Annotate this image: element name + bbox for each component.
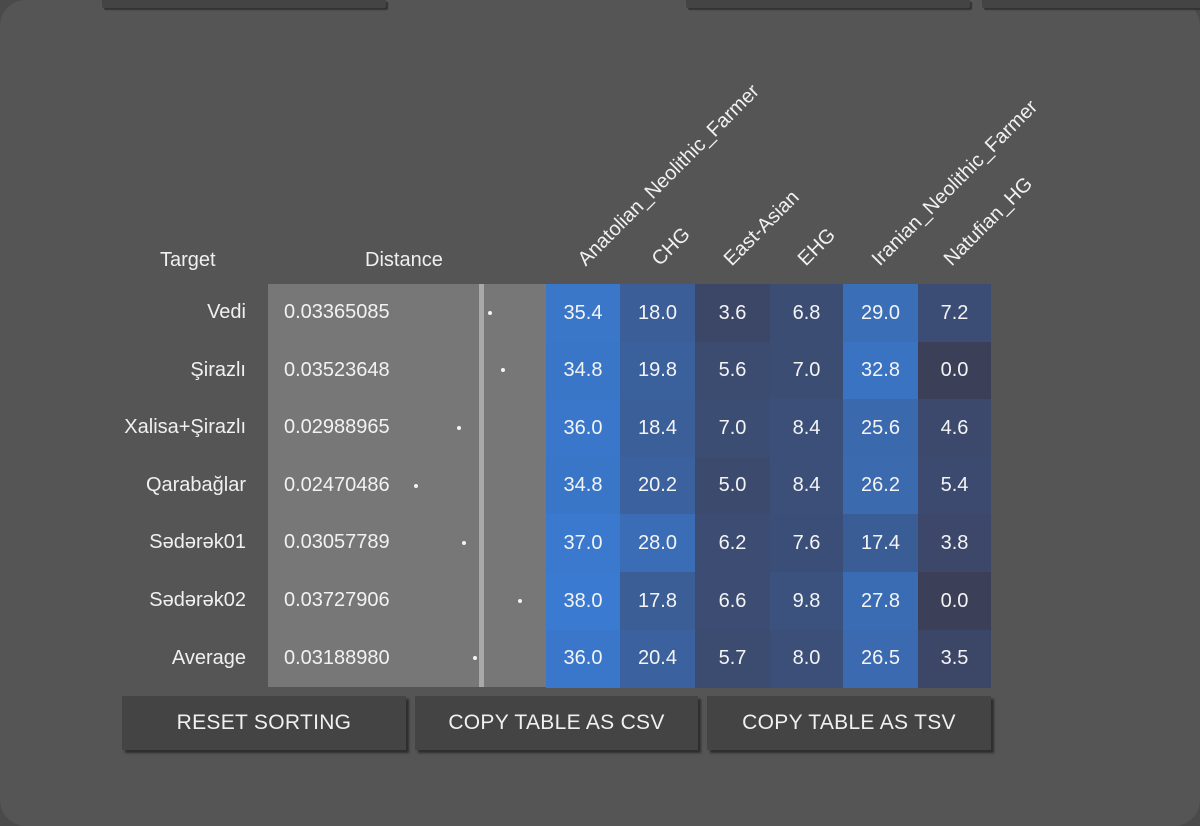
heatmap-cell: 7.6 — [770, 514, 843, 573]
top-button-middle[interactable] — [686, 0, 970, 8]
heatmap-cell: 29.0 — [843, 284, 918, 343]
row-target-label: Average — [171, 646, 246, 669]
row-distance-value: 0.03057789 — [284, 531, 390, 554]
row-distance-value: 0.02470486 — [284, 473, 390, 496]
heatmap-cell: 8.0 — [770, 629, 843, 688]
row-target-label: Sədərək02 — [149, 589, 246, 611]
heatmap-cell: 18.4 — [620, 399, 695, 458]
target-column-header[interactable]: Target — [160, 249, 216, 271]
row-target-label: Qarabağlar — [145, 473, 246, 496]
heatmap-cell: 37.0 — [546, 514, 620, 573]
heatmap-cell: 5.7 — [695, 629, 770, 688]
copy-tsv-button[interactable]: COPY TABLE AS TSV — [707, 696, 991, 750]
row-distance-value: 0.03188980 — [284, 646, 390, 669]
heatmap-cell: 6.8 — [770, 284, 843, 343]
heatmap-cell: 20.4 — [620, 629, 695, 688]
heatmap-cell: 7.0 — [770, 341, 843, 400]
heatmap-cell: 3.6 — [695, 284, 770, 343]
row-distance-value: 0.02988965 — [284, 416, 390, 439]
heatmap-cell: 36.0 — [546, 399, 620, 458]
heatmap-cell: 0.0 — [918, 572, 991, 631]
row-target-label: Vedi — [207, 301, 246, 323]
heatmap-cell: 5.0 — [695, 456, 770, 515]
heatmap-cell: 27.8 — [843, 572, 918, 631]
heatmap-cell: 38.0 — [546, 572, 620, 631]
copy-csv-button[interactable]: COPY TABLE AS CSV — [415, 696, 698, 750]
row-target-label: Sədərək01 — [149, 531, 246, 554]
heatmap-cell: 26.5 — [843, 629, 918, 688]
row-target-label: Şirazlı — [190, 358, 246, 381]
heatmap-cell: 26.2 — [843, 456, 918, 515]
heatmap-cell: 20.2 — [620, 456, 695, 515]
heatmap-cell: 25.6 — [843, 399, 918, 458]
distance-dot-marker — [462, 541, 467, 546]
row-distance-value: 0.03365085 — [284, 301, 390, 323]
heatmap-cell: 17.8 — [620, 572, 695, 631]
column-header[interactable]: East-Asian — [719, 186, 804, 271]
distance-dot-marker — [487, 310, 492, 315]
heatmap-cell: 17.4 — [843, 514, 918, 573]
heatmap-cell: 5.6 — [695, 341, 770, 400]
heatmap-cell: 19.8 — [620, 341, 695, 400]
row-distance-value: 0.03727906 — [284, 589, 390, 611]
heatmap-cell: 7.2 — [918, 284, 991, 343]
distance-dot-marker — [456, 426, 461, 430]
heatmap-cell: 8.4 — [770, 399, 843, 458]
heatmap-cell: 0.0 — [918, 341, 991, 400]
heatmap-cell: 6.6 — [695, 572, 770, 631]
heatmap-cell: 34.8 — [546, 341, 620, 400]
heatmap-cell: 28.0 — [620, 514, 695, 573]
distance-column-background — [268, 284, 546, 687]
heatmap-cell: 35.4 — [546, 284, 620, 343]
reset-sorting-button[interactable]: RESET SORTING — [122, 696, 406, 750]
distance-dot-marker — [500, 368, 505, 373]
distance-reference-line — [479, 284, 484, 687]
heatmap-cell: 3.5 — [918, 629, 991, 688]
top-button-left[interactable] — [102, 0, 386, 8]
distance-dot-marker — [473, 656, 478, 661]
distance-dot-marker — [413, 483, 418, 488]
distance-dot-marker — [517, 598, 522, 603]
heatmap-cell: 7.0 — [695, 399, 770, 458]
heatmap-cell: 36.0 — [546, 629, 620, 688]
row-distance-value: 0.03523648 — [284, 358, 390, 381]
heatmap-cell: 4.6 — [918, 399, 991, 458]
heatmap-cell: 8.4 — [770, 456, 843, 515]
heatmap-cell: 34.8 — [546, 456, 620, 515]
heatmap-cell: 9.8 — [770, 572, 843, 631]
top-button-right[interactable] — [982, 0, 1200, 8]
heatmap-cell: 18.0 — [620, 284, 695, 343]
distance-column-header[interactable]: Distance — [365, 249, 443, 271]
row-target-label: Xalisa+Şirazlı — [124, 416, 246, 439]
heatmap-cell: 6.2 — [695, 514, 770, 573]
column-header[interactable]: EHG — [793, 224, 840, 271]
column-header[interactable]: CHG — [647, 223, 695, 271]
heatmap-cell: 5.4 — [918, 456, 991, 515]
heatmap-cell: 32.8 — [843, 341, 918, 400]
heatmap-cell: 3.8 — [918, 514, 991, 573]
